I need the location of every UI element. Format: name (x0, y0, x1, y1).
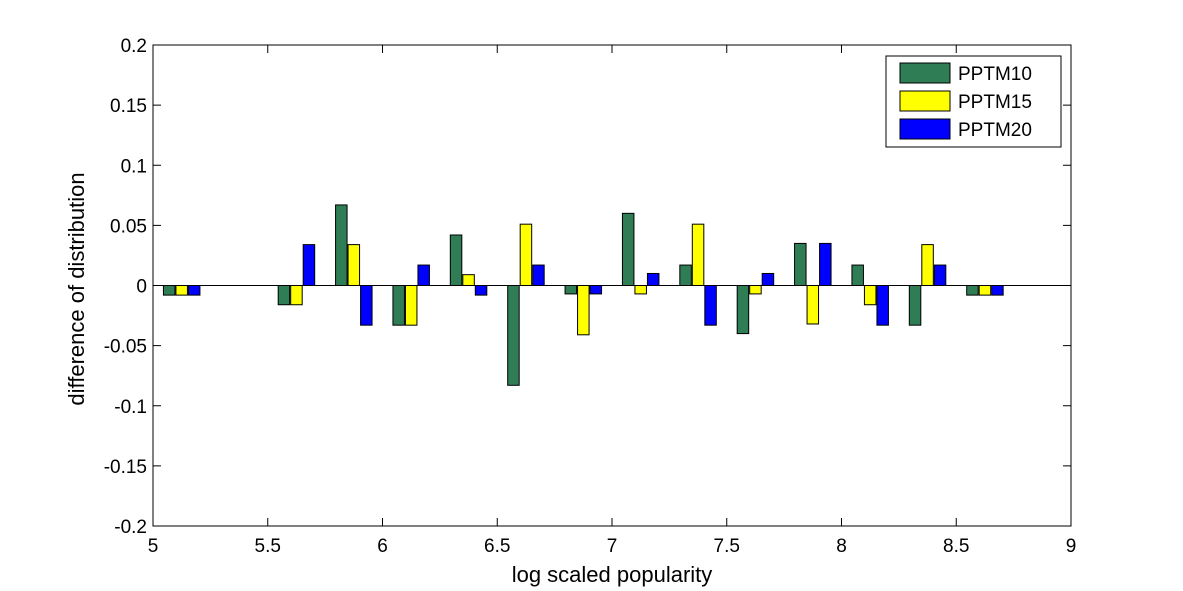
bar-pptm10-14 (966, 285, 979, 296)
bar-pptm10-9 (679, 264, 692, 286)
bar-pptm20-9 (704, 285, 717, 326)
bar-pptm15-13 (921, 244, 934, 287)
legend: PPTM10 PPTM15 PPTM20 (885, 55, 1062, 148)
y-tick-label: 0.15 (110, 96, 147, 117)
bar-pptm10-3 (335, 204, 348, 286)
y-tick-label: -0.05 (104, 337, 147, 358)
x-tick-label: 7 (607, 536, 618, 557)
bar-pptm15-6 (519, 223, 533, 286)
x-axis-title: log scaled popularity (512, 562, 713, 587)
x-tick-label: 9 (1066, 536, 1077, 557)
y-axis-title: difference of distribution (64, 172, 89, 405)
x-tick-label: 8 (836, 536, 847, 557)
bar-pptm20-4 (417, 264, 430, 286)
bar-pptm15-9 (691, 223, 705, 286)
y-tick-label: -0.2 (114, 517, 147, 538)
bar-pptm10-13 (908, 285, 922, 326)
bar-pptm15-0 (175, 285, 188, 296)
bar-pptm15-12 (863, 285, 877, 306)
x-tick-label: 6 (377, 536, 388, 557)
bar-pptm20-2 (302, 244, 316, 287)
bar-pptm20-8 (646, 272, 660, 287)
legend-swatch-pptm15 (899, 90, 951, 112)
y-tick-label: 0.1 (121, 156, 147, 177)
y-tick-label: 0 (136, 277, 147, 298)
bar-pptm20-6 (532, 264, 545, 286)
legend-swatch-pptm20 (899, 118, 951, 140)
bar-pptm15-8 (634, 285, 647, 295)
bar-pptm15-11 (806, 285, 820, 325)
bar-pptm10-6 (507, 285, 520, 386)
legend-label-pptm10: PPTM10 (958, 64, 1032, 85)
bar-pptm10-0 (162, 285, 176, 296)
x-tick-label: 6.5 (484, 536, 510, 557)
bar-pptm10-10 (736, 285, 750, 335)
bar-pptm10-12 (851, 264, 864, 286)
bar-pptm10-5 (449, 234, 463, 286)
bar-pptm10-7 (564, 285, 578, 295)
bar-pptm10-8 (621, 212, 635, 287)
y-tick-label: 0.2 (121, 36, 147, 57)
bar-pptm20-10 (761, 272, 775, 287)
bar-pptm20-5 (474, 285, 488, 296)
y-tick-label: 0.05 (110, 216, 147, 237)
bar-pptm15-2 (290, 285, 303, 306)
x-tick-label: 5 (148, 536, 159, 557)
x-tick-label: 8.5 (943, 536, 969, 557)
bar-pptm20-13 (933, 264, 947, 286)
y-tick-label: -0.15 (104, 457, 147, 478)
bar-pptm20-14 (991, 285, 1004, 296)
axes-group: 5 5.5 6 6.5 7 7.5 8 8.5 9 0.2 0.15 0.1 0.05 0 -0.05 -0.… (104, 36, 1077, 557)
bar-pptm20-12 (876, 285, 889, 326)
bar-pptm20-3 (360, 285, 373, 326)
x-tick-label: 5.5 (255, 536, 281, 557)
bar-pptm15-4 (404, 285, 418, 326)
bar-pptm15-5 (462, 274, 475, 286)
bar-pptm20-11 (819, 242, 832, 287)
bar-pptm10-2 (277, 285, 291, 306)
y-tick-label: -0.1 (114, 397, 147, 418)
legend-swatch-pptm10 (899, 62, 951, 84)
bar-pptm15-14 (978, 285, 992, 296)
bar-pptm15-10 (749, 285, 762, 295)
bar-pptm15-7 (577, 285, 590, 336)
bar-pptm10-11 (794, 242, 807, 287)
x-tick-label: 7.5 (714, 536, 740, 557)
bar-pptm20-7 (589, 285, 603, 295)
legend-label-pptm20: PPTM20 (958, 120, 1032, 141)
bar-pptm15-3 (347, 244, 361, 287)
bar-pptm20-0 (187, 285, 201, 296)
legend-label-pptm15: PPTM15 (958, 92, 1032, 113)
bar-pptm10-4 (392, 285, 405, 326)
